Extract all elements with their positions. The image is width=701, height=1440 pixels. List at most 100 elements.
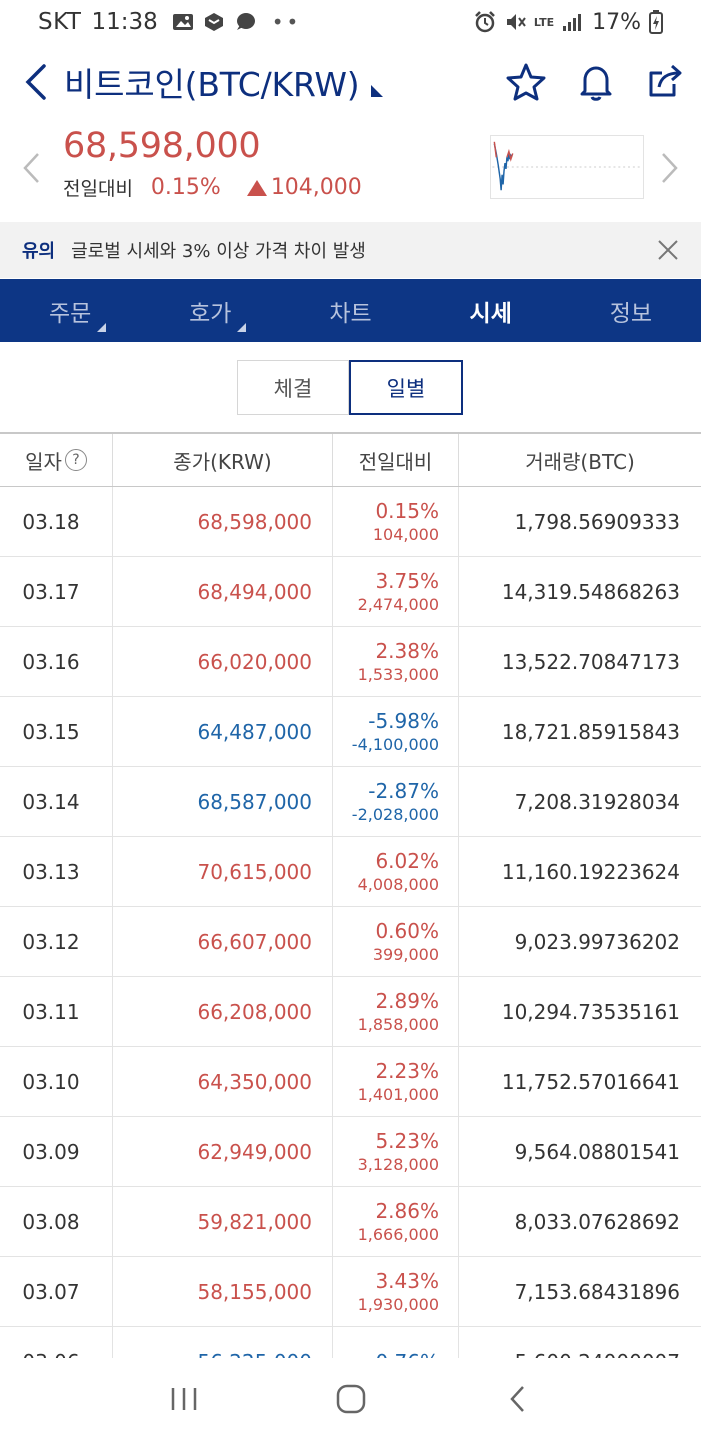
warning-notice: 유의 글로벌 시세와 3% 이상 가격 차이 발생 (0, 222, 701, 278)
header-change: 전일대비 (333, 434, 459, 486)
share-icon (649, 64, 682, 97)
chart-line-up (493, 141, 498, 158)
table-row: 03.17 68,494,000 3.75% 2,474,000 14,319.5486… (0, 557, 701, 627)
status-bar: SKT 11:38 •• LTE 17% (0, 0, 701, 44)
cell-change: -5.98% -4,100,000 (333, 697, 459, 766)
image-icon (172, 14, 193, 30)
prev-market-icon[interactable] (16, 148, 46, 188)
table-row: 03.10 64,350,000 2.23% 1,401,000 11,752.5701… (0, 1047, 701, 1117)
cell-change: 2.86% 1,666,000 (333, 1187, 459, 1256)
daily-price-table: 일자 ? 종가(KRW) 전일대비 거래량(BTC) 03.18 68,598,0… (0, 432, 701, 1358)
cell-change-amt: -4,100,000 (351, 734, 439, 754)
tab-label: 차트 (329, 300, 372, 327)
home-icon (336, 1384, 365, 1414)
cell-volume: 5,600.24000007 (459, 1327, 701, 1359)
table-row: 03.16 66,020,000 2.38% 1,533,000 13,522.7084… (0, 627, 701, 697)
cell-date: 03.16 (0, 627, 113, 696)
cell-change-pct: -5.98% (368, 708, 439, 733)
chat-icon (236, 13, 255, 30)
price-alert-button[interactable] (575, 61, 617, 103)
cell-change-amt: 3,128,000 (357, 1154, 439, 1174)
cell-change-amt: -2,028,000 (351, 804, 439, 824)
tab-0[interactable]: 주문 (0, 279, 140, 342)
carrier-label: SKT (38, 9, 82, 35)
change-label: 전일대비 (63, 178, 133, 200)
recent-apps-icon (171, 1388, 196, 1410)
cell-volume: 10,294.73535161 (501, 999, 680, 1024)
cell-close: 56,225,000 (113, 1327, 333, 1358)
header-volume: 거래량(BTC) (525, 449, 635, 474)
cell-date: 03.10 (0, 1047, 113, 1116)
cell-change: 2.89% 1,858,000 (333, 977, 459, 1046)
clock: 11:38 (91, 9, 158, 35)
cell-close: 68,494,000 (113, 557, 333, 626)
signal-icon (563, 14, 582, 31)
cell-volume: 8,033.07628692 (514, 1209, 680, 1234)
tab-label: 정보 (609, 300, 653, 327)
segment-0[interactable]: 체결 (237, 360, 349, 415)
market-dropdown-icon[interactable] (371, 85, 384, 97)
cell-date: 03.07 (0, 1257, 113, 1326)
table-row: 03.09 62,949,000 5.23% 3,128,000 9,564.08801… (0, 1117, 701, 1187)
notice-text: 글로벌 시세와 3% 이상 가격 차이 발생 (71, 241, 366, 262)
cell-date: 03.14 (0, 767, 113, 836)
cell-volume: 9,564.08801541 (514, 1139, 680, 1164)
tab-1[interactable]: 호가 (140, 279, 280, 342)
cell-change-pct: -2.87% (368, 778, 439, 803)
change-amount: 104,000 (270, 175, 362, 200)
tab-bar: 주문 호가 차트 시세 정보 (0, 279, 701, 342)
cell-change-amt: 399,000 (372, 944, 439, 964)
table-row: 03.08 59,821,000 2.86% 1,666,000 8,033.07628… (0, 1187, 701, 1257)
ticker-summary: 68,598,000 전일대비 0.15% 104,000 (0, 118, 701, 218)
app-header: 비트코인(BTC/KRW) (0, 50, 701, 114)
cell-change-amt: 1,858,000 (357, 1014, 439, 1034)
tab-4[interactable]: 정보 (561, 279, 701, 342)
more-notifications-icon: •• (271, 10, 302, 34)
tab-2[interactable]: 차트 (280, 279, 420, 342)
cell-date: 03.11 (0, 977, 113, 1046)
table-header: 일자 ? 종가(KRW) 전일대비 거래량(BTC) (0, 432, 701, 487)
chevron-left-icon (25, 64, 46, 100)
tab-label: 시세 (469, 300, 512, 327)
cell-date: 03.13 (0, 837, 113, 906)
cell-volume: 11,752.57016641 (501, 1069, 680, 1094)
table-row: 03.0656,225,000 -0.76% 5,600.24000007 (0, 1327, 701, 1358)
bell-icon (580, 66, 612, 101)
recent-apps-button[interactable] (154, 1369, 214, 1429)
next-market-icon[interactable] (655, 148, 685, 188)
cell-close: 70,615,000 (113, 837, 333, 906)
table-row: 03.12 66,607,000 0.60% 399,000 9,023.9973620… (0, 907, 701, 977)
table-body[interactable]: 03.18 68,598,000 0.15% 104,000 1,798.5690933… (0, 487, 701, 1358)
cell-date: 03.09 (0, 1117, 113, 1186)
home-button[interactable] (321, 1369, 381, 1429)
cell-close: 68,587,000 (113, 767, 333, 836)
cell-volume: 7,208.31928034 (514, 789, 680, 814)
share-button[interactable] (645, 61, 687, 103)
cell-change-amt: 104,000 (372, 524, 439, 544)
segment-1[interactable]: 일별 (349, 360, 463, 415)
market-title[interactable]: 비트코인(BTC/KRW) (64, 65, 360, 104)
cell-volume: 13,522.70847173 (501, 649, 680, 674)
cell-change-amt: 1,401,000 (357, 1084, 439, 1104)
cell-close: 64,350,000 (113, 1047, 333, 1116)
cell-change-pct: 5.23% (375, 1128, 439, 1153)
cell-change-pct: -0.76% (368, 1349, 439, 1359)
favorite-button[interactable] (505, 61, 547, 103)
cell-volume: 14,319.54868263 (501, 579, 680, 604)
cell-close: 58,155,000 (113, 1257, 333, 1326)
cell-change: 0.60% 399,000 (333, 907, 459, 976)
cell-change: 0.15% 104,000 (333, 487, 459, 556)
star-icon (506, 63, 546, 101)
chart-line-up-2 (506, 148, 514, 162)
close-icon[interactable] (655, 237, 681, 263)
mini-chart[interactable] (490, 135, 644, 199)
cell-date: 03.08 (0, 1187, 113, 1256)
back-button[interactable] (6, 50, 64, 114)
tab-3[interactable]: 시세 (421, 279, 561, 342)
table-row: 03.13 70,615,000 6.02% 4,008,000 11,160.1922… (0, 837, 701, 907)
back-nav-button[interactable] (488, 1369, 548, 1429)
notification-icons (172, 12, 256, 32)
help-icon[interactable]: ? (64, 449, 87, 471)
cell-change-pct: 2.38% (375, 638, 439, 663)
cell-change-pct: 2.86% (375, 1198, 439, 1223)
